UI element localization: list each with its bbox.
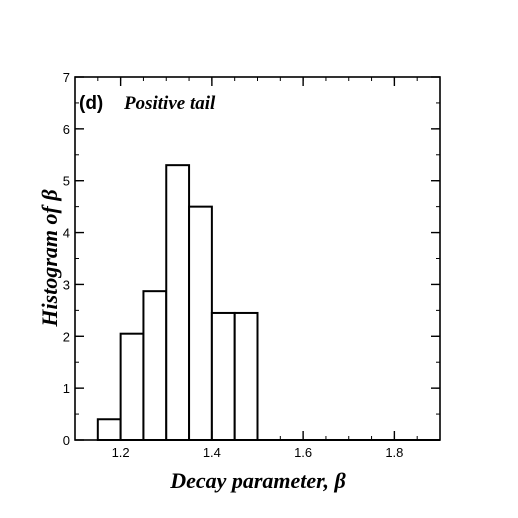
x-tick-label: 1.4: [203, 445, 221, 460]
x-tick-label: 1.2: [112, 445, 130, 460]
y-tick-label: 0: [63, 433, 70, 448]
x-axis-ticks: 1.2 1.4 1.6 1.8: [74, 77, 441, 460]
x-tick-label: 1.8: [385, 445, 403, 460]
panel-label: (d): [79, 93, 103, 114]
histogram-bar-1: [119, 332, 145, 442]
x-axis-title: Decay parameter, β: [169, 468, 346, 493]
histogram-bar-3: [165, 164, 191, 442]
y-tick-label: 7: [63, 70, 70, 85]
histogram-bar-4: [188, 205, 213, 441]
y-tick-label: 3: [63, 277, 70, 292]
y-axis-ticks: 0 1 2 3 4 5 6 7: [63, 70, 440, 448]
y-tick-label: 4: [63, 226, 70, 241]
x-tick-label: 1.6: [294, 445, 312, 460]
histogram-bar-6: [233, 311, 259, 442]
histogram-bars: [96, 164, 259, 442]
y-tick-label: 5: [63, 174, 70, 189]
y-axis-title: Histogram of β: [37, 189, 62, 328]
histogram-bar-5: [210, 311, 236, 442]
y-tick-label: 6: [63, 122, 70, 137]
y-tick-label: 2: [63, 329, 70, 344]
panel-annotation: Positive tail: [123, 93, 216, 114]
histogram-bar-2: [142, 290, 168, 442]
y-tick-label: 1: [63, 381, 70, 396]
histogram-bar-0: [96, 418, 122, 441]
